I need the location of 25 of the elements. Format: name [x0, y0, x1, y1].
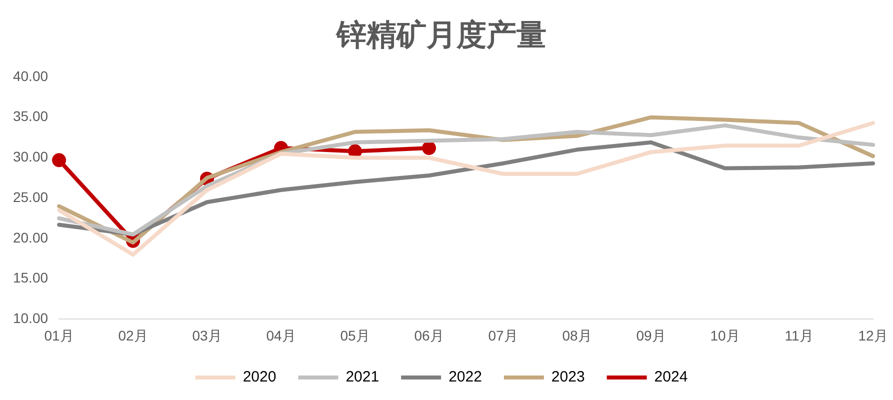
legend-label: 2020	[242, 368, 276, 386]
x-tick-label: 12月	[858, 327, 888, 344]
chart-title: 锌精矿月度产量	[336, 18, 546, 53]
y-tick-label: 40.00	[12, 68, 48, 84]
x-tick-label: 06月	[414, 327, 444, 344]
x-tick-label: 07月	[488, 327, 518, 344]
x-tick-label: 10月	[710, 327, 740, 344]
x-tick-label: 04月	[266, 327, 296, 344]
x-tick-label: 03月	[192, 327, 222, 344]
y-tick-label: 20.00	[12, 229, 48, 246]
x-tick-label: 02月	[118, 327, 148, 344]
legend-label: 2024	[654, 368, 688, 386]
legend-label: 2023	[551, 368, 585, 386]
x-tick-label: 08月	[562, 327, 592, 344]
x-tick-label: 05月	[340, 327, 370, 344]
y-tick-label: 25.00	[12, 188, 48, 205]
y-tick-label: 15.00	[12, 270, 48, 286]
x-tick-label: 01月	[44, 327, 74, 344]
legend-label: 2021	[346, 368, 380, 386]
y-tick-label: 10.00	[12, 310, 48, 326]
y-tick-label: 30.00	[12, 148, 48, 165]
y-tick-label: 35.00	[12, 108, 48, 124]
x-tick-label: 09月	[636, 327, 666, 344]
legend-label: 2022	[448, 368, 482, 386]
x-tick-label: 11月	[784, 327, 814, 344]
